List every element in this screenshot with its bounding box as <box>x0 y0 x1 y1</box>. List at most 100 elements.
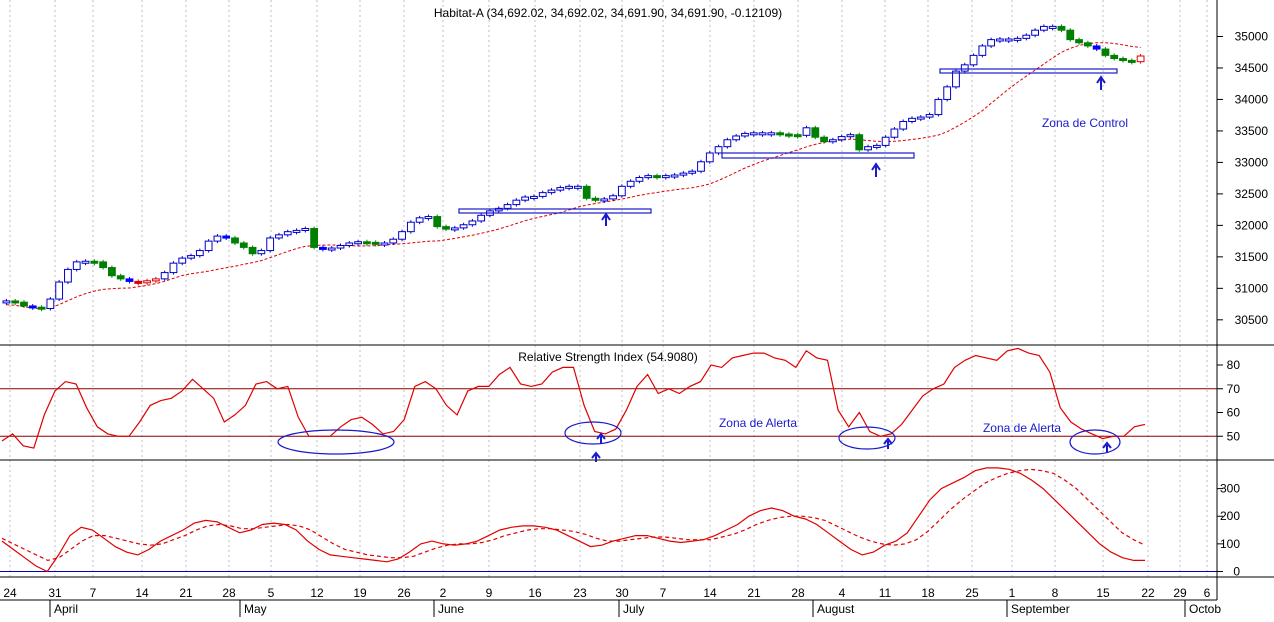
candle <box>890 128 899 138</box>
candle <box>793 134 802 138</box>
up-arrow-icon <box>591 451 601 462</box>
candle <box>899 120 908 130</box>
candle <box>108 267 116 277</box>
x-tick-label: 23 <box>573 586 587 600</box>
candle <box>354 241 362 245</box>
candle <box>732 135 741 141</box>
month-label: June <box>438 602 464 616</box>
x-tick-label: 9 <box>486 586 493 600</box>
panel-frames <box>0 0 1274 600</box>
candle <box>723 139 732 148</box>
x-tick-label: 7 <box>90 586 97 600</box>
oscillator-series <box>0 467 1217 573</box>
x-tick-label: 15 <box>1096 586 1110 600</box>
support-zone-3 <box>939 68 1118 74</box>
candle <box>222 235 231 239</box>
candle <box>257 250 266 255</box>
candle <box>503 204 512 209</box>
candle <box>609 195 617 200</box>
candle <box>705 152 714 163</box>
candle <box>415 217 424 223</box>
up-arrow-icon <box>883 437 893 449</box>
candle <box>556 187 565 191</box>
price-candles <box>2 24 1145 312</box>
candle <box>785 133 793 137</box>
support-zone-2 <box>721 152 915 159</box>
x-axis: 24 31 7 14 21 28 5 12 19 26 2 9 16 23 30 7 14 21 28 4 11 18 25… <box>0 586 1221 617</box>
candle <box>1057 25 1066 31</box>
x-tick-label: 6 <box>1204 586 1211 600</box>
y-tick-label: 31000 <box>1235 281 1269 295</box>
candle <box>1110 54 1119 60</box>
month-label: August <box>817 602 855 616</box>
candle <box>591 197 600 201</box>
candle <box>134 280 143 284</box>
candle <box>670 174 679 178</box>
alert-ellipse <box>1069 429 1121 455</box>
x-tick-label: 29 <box>1173 586 1187 600</box>
rsi-line <box>1 347 1146 449</box>
candle <box>55 281 64 300</box>
candle <box>336 245 345 249</box>
candle <box>72 261 81 270</box>
candle <box>1119 58 1127 62</box>
candle <box>934 98 943 116</box>
candle <box>653 175 661 179</box>
x-tick-label: 22 <box>1141 586 1155 600</box>
y-tick-label: 80 <box>1227 358 1241 372</box>
candle <box>679 172 688 176</box>
x-tick-label: 24 <box>3 586 17 600</box>
candle <box>996 38 1004 42</box>
signal-line <box>1 468 1146 562</box>
candle <box>345 242 354 247</box>
candle <box>828 139 837 143</box>
month-label: April <box>54 602 78 616</box>
candle <box>1127 59 1136 63</box>
x-tick-label: 14 <box>703 586 717 600</box>
candle <box>820 136 828 143</box>
support-zone-1 <box>458 208 652 214</box>
candle <box>169 262 178 274</box>
candle <box>310 228 319 248</box>
candle <box>195 250 204 257</box>
candle <box>459 224 468 229</box>
y-tick-label: 30500 <box>1235 313 1269 327</box>
candle <box>204 240 213 252</box>
y-tick-label: 31500 <box>1235 250 1269 264</box>
candle <box>952 70 960 88</box>
month-label: Octob <box>1189 602 1221 616</box>
y-tick-label: 300 <box>1220 482 1240 496</box>
candle <box>635 177 644 182</box>
candle <box>767 132 776 136</box>
candle <box>1101 48 1110 56</box>
x-tick-label: 26 <box>397 586 411 600</box>
candle <box>960 64 969 72</box>
x-tick-label: 16 <box>528 586 542 600</box>
y-tick-label: 33000 <box>1235 155 1269 169</box>
candle <box>714 146 723 154</box>
candle <box>327 247 336 251</box>
candle <box>530 195 538 199</box>
candle <box>1022 34 1031 39</box>
y-tick-label: 35000 <box>1235 29 1269 43</box>
candle <box>283 231 292 236</box>
x-tick-label: 8 <box>1052 586 1059 600</box>
candle <box>661 175 670 179</box>
candle <box>846 134 855 138</box>
candle <box>125 278 134 282</box>
candle <box>81 260 90 264</box>
candle <box>11 300 20 304</box>
candle <box>1092 45 1101 50</box>
candle <box>450 227 459 231</box>
up-arrow-icon <box>1096 75 1106 90</box>
candle <box>811 127 820 138</box>
candle <box>275 234 283 239</box>
alert-zone-label-1: Zona de Alerta <box>719 416 797 430</box>
candle <box>28 305 37 309</box>
up-arrow-icon <box>871 162 881 177</box>
candle <box>37 306 46 310</box>
price-panel-title: Habitat-A (34,692.02, 34,692.02, 34,691.… <box>434 6 782 20</box>
candle <box>969 54 978 66</box>
candle <box>978 45 987 56</box>
candle <box>116 275 125 280</box>
